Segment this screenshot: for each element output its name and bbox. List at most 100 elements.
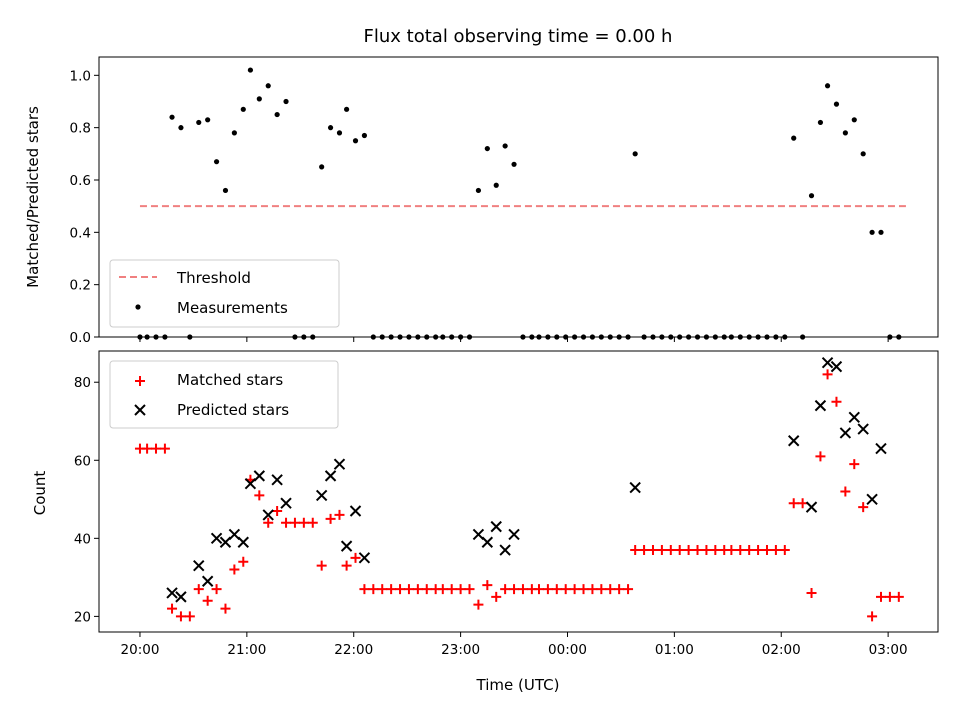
predicted-point xyxy=(358,552,371,564)
x-tick-label: 23:00 xyxy=(441,642,480,658)
x-tick-label: 00:00 xyxy=(548,642,587,658)
legend-box xyxy=(109,360,339,429)
predicted-point xyxy=(866,493,878,506)
x-tick-label: 22:00 xyxy=(334,642,373,658)
top-panel: 0.0 0.2 0.4 0.6 0.8 1.0 Threshold Measurements xyxy=(70,56,939,346)
y-tick-label: 0.8 xyxy=(70,121,91,137)
predicted-point xyxy=(315,489,328,502)
x-tick-label: 02:00 xyxy=(762,642,801,658)
measurement-point xyxy=(178,125,184,131)
matched-point xyxy=(815,451,826,462)
matched-point xyxy=(858,502,869,513)
measurement-point xyxy=(493,182,499,188)
bottom-y-axis-label: Count xyxy=(31,471,49,516)
measurement-point xyxy=(869,229,875,235)
matched-point xyxy=(533,584,544,595)
matched-point xyxy=(806,587,817,598)
predicted-point xyxy=(629,481,641,494)
matched-point xyxy=(142,443,153,454)
measurement-point xyxy=(808,193,815,199)
matched-point xyxy=(788,498,799,509)
matched-point xyxy=(437,584,448,595)
measurement-point xyxy=(265,83,271,89)
legend-matched-label: Matched stars xyxy=(177,371,283,389)
matched-point xyxy=(761,545,772,556)
predicted-point xyxy=(244,477,257,490)
predicted-point xyxy=(175,591,187,603)
x-axis-label: Time (UTC) xyxy=(476,676,560,694)
predicted-point xyxy=(219,536,232,548)
legend-box xyxy=(109,259,340,328)
matched-point xyxy=(289,517,300,528)
matched-point xyxy=(831,396,842,407)
matched-point xyxy=(211,584,222,595)
matched-point xyxy=(341,560,352,571)
matched-point xyxy=(202,595,213,606)
legend-threshold-label: Threshold xyxy=(176,269,251,287)
measurement-point xyxy=(231,130,237,136)
measurement-point xyxy=(502,143,508,149)
matched-point xyxy=(656,545,667,556)
predicted-point xyxy=(839,427,852,439)
legend-predicted-swatch xyxy=(134,404,146,416)
matched-point xyxy=(614,584,625,595)
matched-point xyxy=(726,545,737,556)
measurement-point xyxy=(213,159,220,165)
matched-point xyxy=(482,580,493,591)
legend-predicted-label: Predicted stars xyxy=(177,401,289,419)
matched-point xyxy=(175,611,186,622)
matched-point xyxy=(884,591,895,602)
matched-point xyxy=(569,584,580,595)
y-tick-label: 40 xyxy=(74,531,91,547)
matched-point xyxy=(455,584,466,595)
predicted-point xyxy=(875,442,887,455)
predicted-point xyxy=(848,411,860,424)
predicted-point xyxy=(280,497,292,509)
y-tick-label: 60 xyxy=(74,453,91,469)
chart-title: Flux total observing time = 0.00 h xyxy=(364,26,673,47)
matched-point xyxy=(875,591,886,602)
matched-point xyxy=(412,584,423,595)
x-tick-label: 21:00 xyxy=(227,642,266,658)
measurement-point xyxy=(851,117,857,123)
predicted-point xyxy=(481,536,494,548)
predicted-point xyxy=(201,575,214,587)
measurement-point xyxy=(319,164,325,170)
matched-point xyxy=(630,545,641,556)
measurement-point xyxy=(247,67,254,73)
matched-point xyxy=(797,498,808,509)
matched-point xyxy=(272,506,283,517)
y-tick-label: 0.6 xyxy=(70,173,91,189)
matched-point xyxy=(193,584,204,595)
predicted-point xyxy=(237,536,249,548)
matched-point xyxy=(238,556,249,567)
matched-point xyxy=(446,584,457,595)
measurement-point xyxy=(196,119,202,126)
matched-point xyxy=(325,513,336,524)
matched-point xyxy=(254,490,265,501)
measurement-point xyxy=(511,161,517,167)
y-tick-label: 1.0 xyxy=(70,68,91,84)
matched-point xyxy=(220,603,231,614)
measurement-point xyxy=(336,130,343,136)
matched-point xyxy=(334,509,345,520)
axes-frame xyxy=(98,350,939,633)
matched-point xyxy=(307,517,318,528)
y-tick-label: 20 xyxy=(74,609,91,625)
matched-point xyxy=(229,564,240,575)
matched-point xyxy=(665,545,676,556)
matched-point xyxy=(517,584,528,595)
matched-point xyxy=(421,584,432,595)
matched-point xyxy=(509,584,520,595)
predicted-point xyxy=(788,435,800,447)
y-tick-label: 0.2 xyxy=(70,278,91,294)
matched-point xyxy=(674,545,685,556)
predicted-point xyxy=(830,360,843,373)
matched-point xyxy=(184,611,195,622)
measurement-point xyxy=(860,151,866,157)
predicted-point xyxy=(490,520,502,533)
matched-point xyxy=(735,545,746,556)
matched-point xyxy=(701,545,712,556)
measurement-point xyxy=(484,145,490,152)
matched-point xyxy=(596,584,607,595)
